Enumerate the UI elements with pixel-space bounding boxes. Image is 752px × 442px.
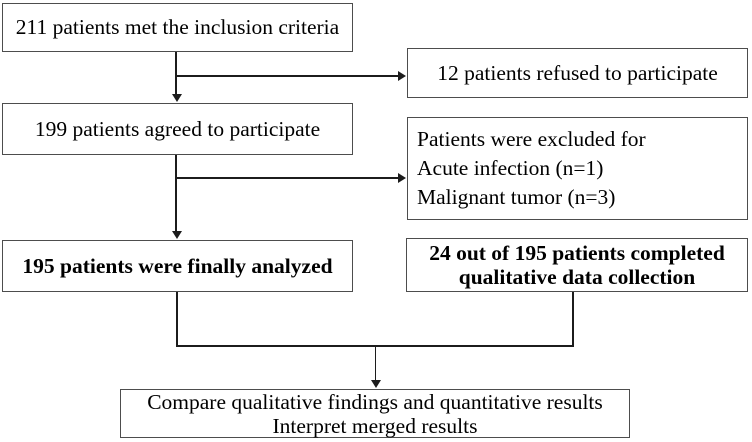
excluded-line-3: Malignant tumor (n=3)	[417, 185, 616, 209]
box-compare-results: Compare qualitative findings and quantit…	[120, 389, 630, 438]
connector-branch-to-excluded	[175, 177, 399, 179]
box-inclusion-criteria: 211 patients met the inclusion criteria	[2, 3, 353, 52]
connector-inclusion-to-agreed	[175, 52, 177, 94]
box-qualitative-completed: 24 out of 195 patients completed qualita…	[406, 238, 748, 292]
box-refused-label: 12 patients refused to participate	[437, 60, 718, 85]
box-agreed-label: 199 patients agreed to participate	[34, 116, 321, 141]
box-compare-lines: Compare qualitative findings and quantit…	[147, 390, 603, 438]
connector-merge-to-compare	[374, 345, 376, 380]
box-finally-analyzed: 195 patients were finally analyzed	[2, 240, 353, 292]
compare-line-1: Compare qualitative findings and quantit…	[147, 389, 603, 414]
box-analyzed-label: 195 patients were finally analyzed	[22, 253, 333, 278]
arrowhead-down-analyzed	[171, 231, 182, 239]
connector-agreed-to-analyzed	[175, 155, 177, 231]
compare-line-2: Interpret merged results	[272, 413, 478, 438]
qualitative-line-2: qualitative data collection	[458, 265, 696, 289]
connector-branch-to-refused	[175, 75, 399, 77]
excluded-line-1: Patients were excluded for	[417, 127, 646, 151]
arrowhead-down-agreed	[171, 94, 182, 102]
box-qualitative-lines: 24 out of 195 patients completed qualita…	[429, 241, 725, 289]
box-excluded-lines: Patients were excluded for Acute infecti…	[417, 125, 646, 212]
qualitative-line-1: 24 out of 195 patients completed	[429, 241, 725, 265]
box-excluded-patients: Patients were excluded for Acute infecti…	[407, 117, 748, 220]
connector-qualitative-drop	[572, 292, 574, 347]
arrowhead-right-refused	[398, 71, 406, 81]
arrowhead-down-compare	[370, 380, 381, 388]
excluded-line-2: Acute infection (n=1)	[417, 156, 604, 180]
box-refused-to-participate: 12 patients refused to participate	[407, 48, 748, 98]
box-agreed-to-participate: 199 patients agreed to participate	[2, 103, 353, 155]
connector-analyzed-drop	[176, 292, 178, 347]
arrowhead-right-excluded	[398, 173, 406, 183]
box-inclusion-criteria-label: 211 patients met the inclusion criteria	[15, 15, 340, 40]
